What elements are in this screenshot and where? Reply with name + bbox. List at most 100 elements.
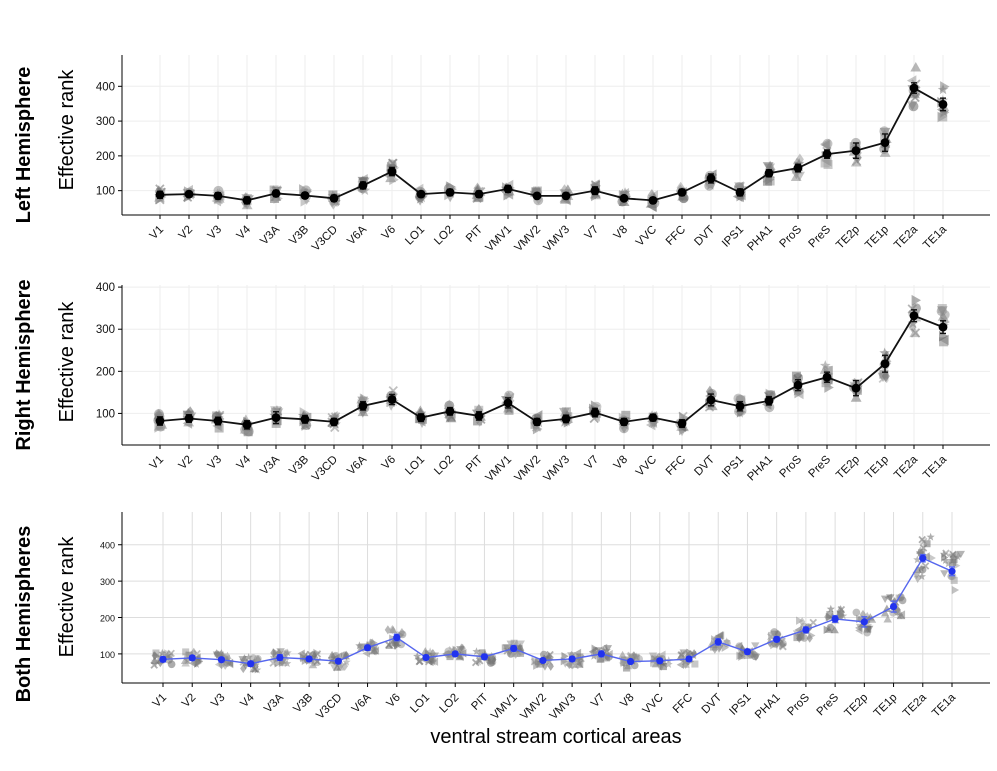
mean-point-V4: [242, 420, 252, 430]
subject-point: [371, 644, 379, 654]
x-tick-label-PIT: PIT: [464, 224, 485, 245]
mean-point-IPS1: [735, 401, 745, 411]
mean-point-IPS1: [743, 648, 752, 656]
subject-point: [721, 643, 730, 652]
x-tick-label-V3A: V3A: [258, 223, 282, 247]
subject-point: [333, 663, 342, 671]
subject-point: [596, 655, 604, 663]
subject-point: [912, 571, 921, 580]
subject-point: [573, 648, 582, 658]
x-tick-label-PHA1: PHA1: [753, 692, 783, 722]
mean-point-VMV2: [532, 417, 542, 427]
x-tick-label-V3: V3: [206, 224, 224, 242]
subject-point: [705, 385, 714, 398]
panel-title-both: Both Hemispheres: [13, 526, 35, 703]
y-tick-label: 300: [96, 116, 115, 128]
subject-point: [714, 645, 724, 653]
x-tick-label-LO1: LO1: [403, 224, 427, 248]
subject-point: [881, 370, 890, 382]
mean-point-TE1a: [938, 99, 948, 109]
mean-line: [159, 86, 944, 202]
x-tick-label-VVC: VVC: [641, 692, 666, 717]
mean-point-V3B: [300, 191, 310, 200]
subject-point: [944, 559, 953, 568]
mean-point-TE2p: [860, 618, 868, 626]
x-tick-label-VMV1: VMV1: [483, 224, 514, 255]
mean-point-V8: [619, 417, 629, 427]
subject-point: [622, 664, 630, 672]
subject-point: [647, 417, 658, 428]
subject-point: [883, 615, 892, 623]
x-axis-label: ventral stream cortical areas: [430, 726, 681, 748]
subject-point: [917, 572, 927, 581]
subject-point: [796, 616, 804, 625]
subject-point: [384, 625, 392, 635]
subject-point: [619, 658, 627, 666]
mean-point-DVT: [706, 174, 716, 183]
subject-point: [824, 612, 831, 622]
y-tick-label: 400: [100, 541, 115, 551]
x-tick-label-TE1a: TE1a: [921, 223, 949, 251]
mean-point-V6A: [358, 181, 368, 190]
mean-point-VVC: [656, 657, 664, 665]
mean-point-TE2p: [851, 383, 861, 393]
subject-point: [359, 184, 371, 196]
subject-point: [913, 555, 922, 564]
x-tick-label-FFC: FFC: [664, 454, 688, 478]
subject-point: [850, 392, 862, 402]
subject-point: [602, 654, 610, 662]
subject-point: [908, 101, 919, 112]
subject-point: [939, 334, 949, 346]
subject-point: [879, 347, 890, 358]
subject-point: [852, 608, 861, 617]
subject-point: [244, 653, 253, 661]
subject-point: [398, 630, 407, 639]
subject-point: [882, 604, 892, 612]
subject-point: [270, 648, 277, 658]
mean-point-V2: [184, 189, 194, 199]
subject-point: [533, 661, 541, 670]
x-tick-label-V4: V4: [235, 453, 254, 472]
x-tick-label-V3A: V3A: [262, 691, 286, 715]
x-tick-label-IPS1: IPS1: [727, 692, 753, 718]
x-tick-label-TE2a: TE2a: [892, 453, 920, 481]
mean-point-PIT: [474, 411, 484, 421]
subject-point: [686, 648, 694, 657]
mean-point-FFC: [677, 187, 687, 197]
subject-point: [676, 654, 685, 663]
mean-point-V6: [393, 633, 401, 642]
subject-point: [913, 575, 922, 584]
mean-point-VMV1: [503, 184, 513, 194]
x-tick-label-V2: V2: [180, 692, 198, 710]
x-tick-label-TE2p: TE2p: [834, 454, 862, 482]
subject-point: [413, 651, 422, 660]
subject-point: [510, 639, 518, 647]
x-tick-label-FFC: FFC: [671, 692, 695, 716]
panel-title-right: Right Hemisphere: [13, 279, 35, 450]
mean-point-ProS: [793, 380, 803, 390]
subject-point: [561, 651, 569, 661]
mean-point-VMV3: [568, 655, 576, 663]
mean-point-VMV2: [532, 191, 542, 201]
x-tick-label-V6A: V6A: [345, 453, 369, 477]
subject-point: [251, 660, 260, 669]
subject-point: [506, 640, 515, 648]
subject-point: [564, 660, 573, 670]
x-tick-label-VMV3: VMV3: [541, 454, 572, 485]
x-tick-label-TE1p: TE1p: [863, 454, 891, 482]
subject-point: [648, 652, 658, 660]
subject-point: [808, 631, 816, 640]
subject-point: [414, 405, 426, 415]
mean-point-VMV2: [539, 656, 547, 665]
mean-point-LO2: [445, 187, 455, 197]
subject-point: [736, 395, 746, 405]
mean-point-DVT: [706, 395, 716, 405]
mean-point-V3B: [305, 655, 313, 663]
subject-point: [681, 660, 690, 668]
subject-point: [341, 661, 349, 671]
subject-point: [941, 556, 950, 564]
subject-point: [942, 549, 950, 557]
subject-point: [593, 647, 601, 655]
subject-point: [928, 553, 936, 563]
subject-point: [679, 649, 688, 657]
